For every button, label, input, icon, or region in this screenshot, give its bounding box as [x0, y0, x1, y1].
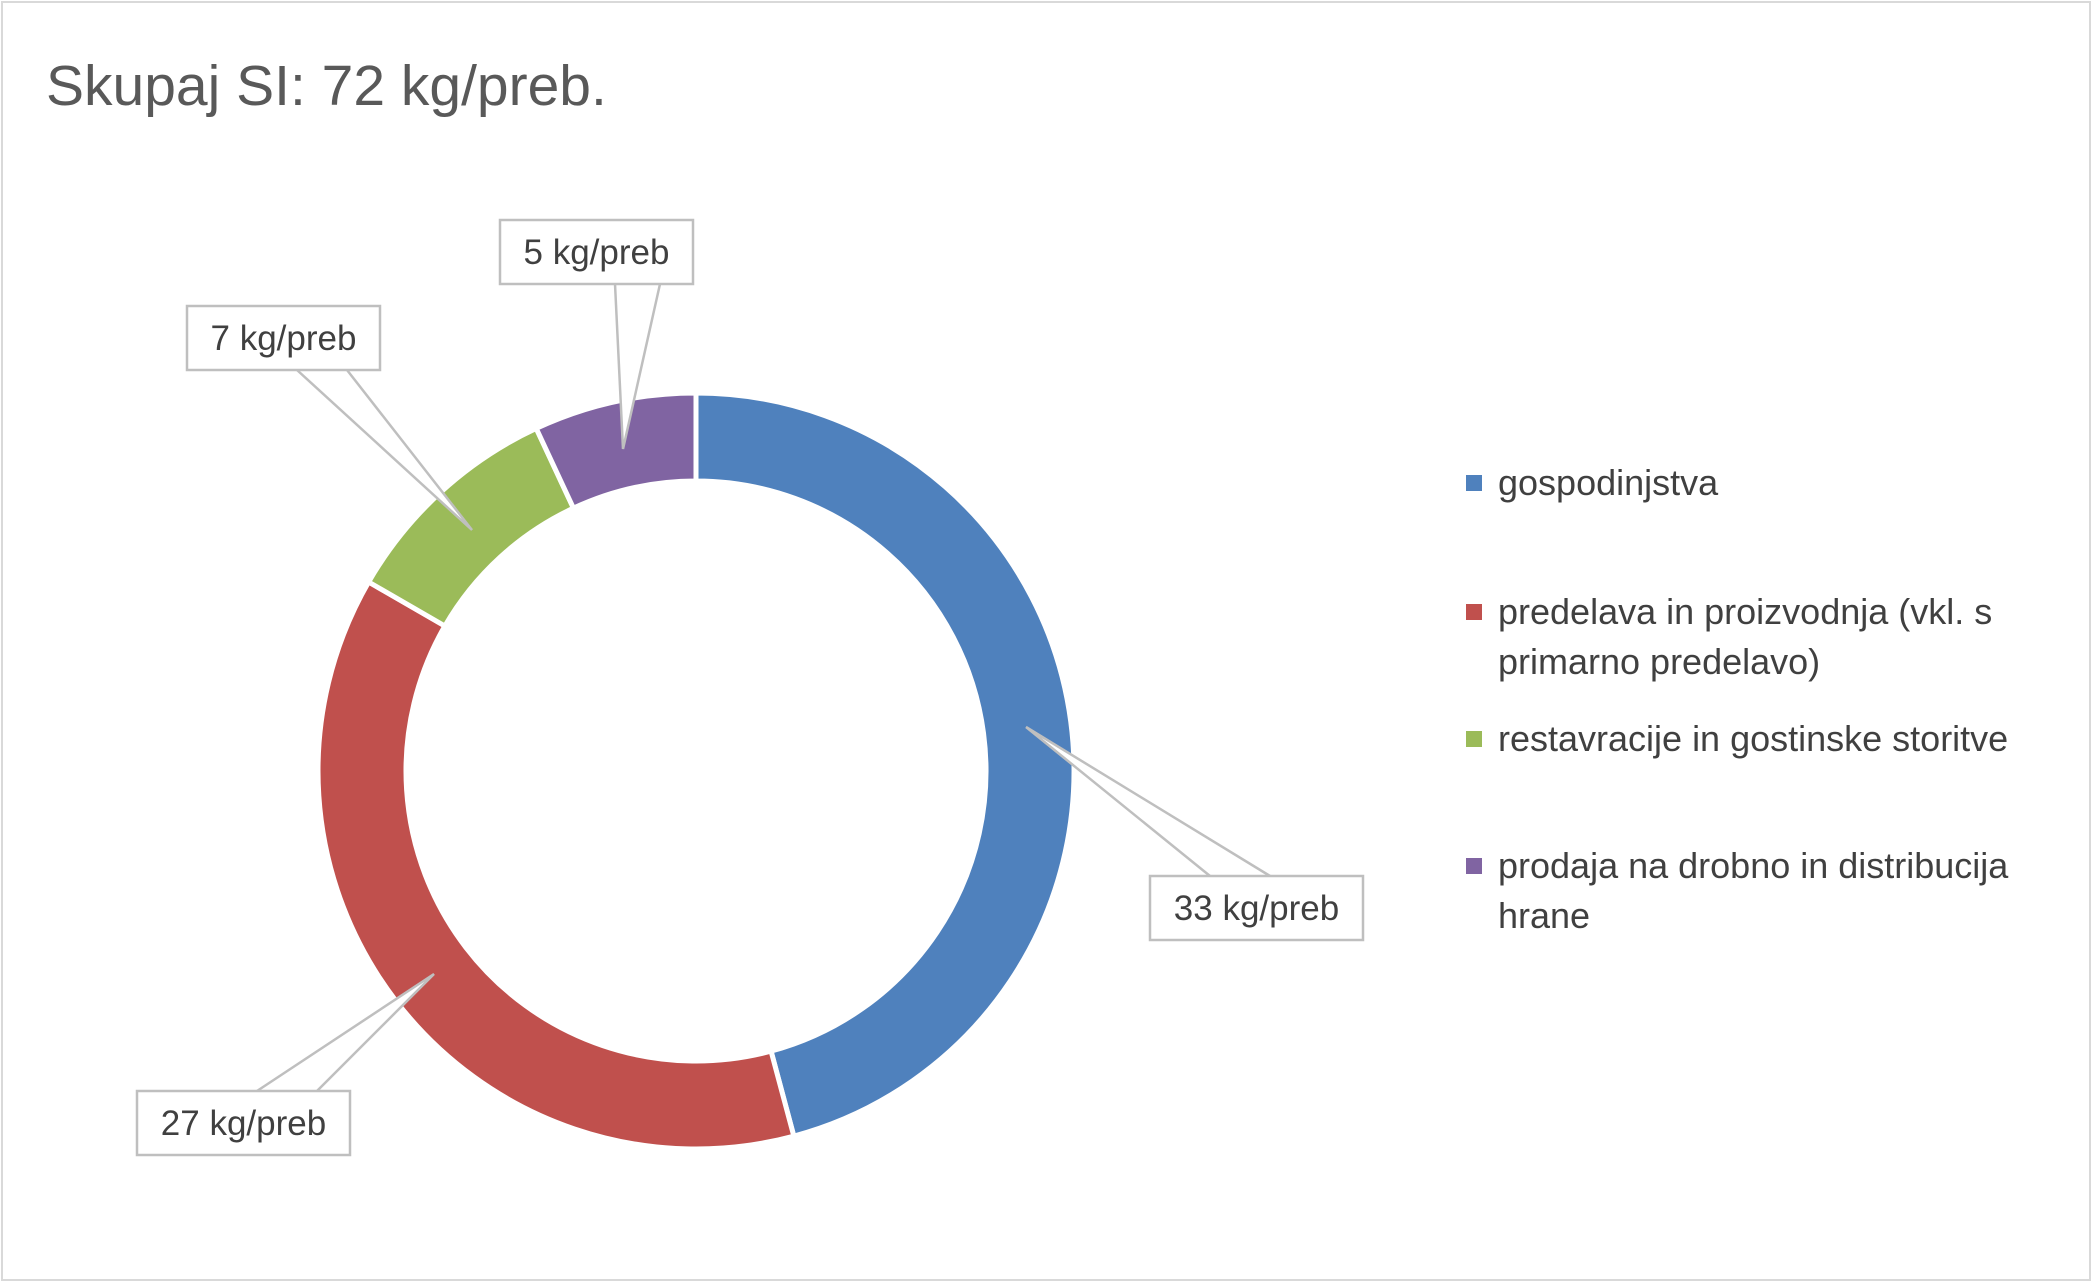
chart-title: Skupaj SI: 72 kg/preb. [46, 54, 607, 118]
data-label-text: 5 kg/preb [524, 233, 670, 272]
legend-swatch [1466, 604, 1482, 620]
callout-box [1148, 874, 1365, 942]
donut-slices [315, 390, 1077, 1152]
callout-pointer [1025, 725, 1271, 878]
donut-slice-2 [315, 578, 797, 1152]
callout-pointer [256, 972, 435, 1093]
legend-item-prodaja: prodaja na drobno in distribucija hrane [1466, 841, 2066, 941]
callout-box [135, 1089, 352, 1157]
callout-pointer [296, 369, 473, 531]
legend-swatch [1466, 731, 1482, 747]
data-label-1: 33 kg/preb [1025, 725, 1365, 942]
callout-pointer [613, 283, 662, 450]
data-label-4: 5 kg/preb [498, 218, 695, 450]
data-label-2: 27 kg/preb [135, 972, 435, 1157]
legend-item-restavracije: restavracije in gostinske storitve [1466, 714, 2086, 764]
legend-label: restavracije in gostinske storitve [1498, 718, 2009, 759]
legend-label: gospodinjstva [1498, 462, 1719, 503]
legend-item-gospodinjstva: gospodinjstva [1466, 458, 2026, 508]
data-label-text: 7 kg/preb [211, 319, 357, 358]
donut-slice-4 [532, 390, 699, 512]
legend-swatch [1466, 858, 1482, 874]
data-label-callouts: 33 kg/preb 27 kg/preb 7 kg/preb 5 kg/preb [135, 218, 1365, 1157]
data-label-text: 33 kg/preb [1174, 889, 1339, 928]
data-label-text: 27 kg/preb [161, 1104, 326, 1143]
callout-box [185, 304, 382, 372]
legend-label: predelava in proizvodnja (vkl. s primarn… [1498, 591, 1993, 682]
legend-swatch [1466, 475, 1482, 491]
legend-label: prodaja na drobno in distribucija hrane [1498, 845, 2009, 936]
data-label-3: 7 kg/preb [185, 304, 473, 531]
legend-item-predelava: predelava in proizvodnja (vkl. s primarn… [1466, 587, 2026, 687]
donut-slice-1 [693, 390, 1077, 1140]
callout-box [498, 218, 695, 286]
